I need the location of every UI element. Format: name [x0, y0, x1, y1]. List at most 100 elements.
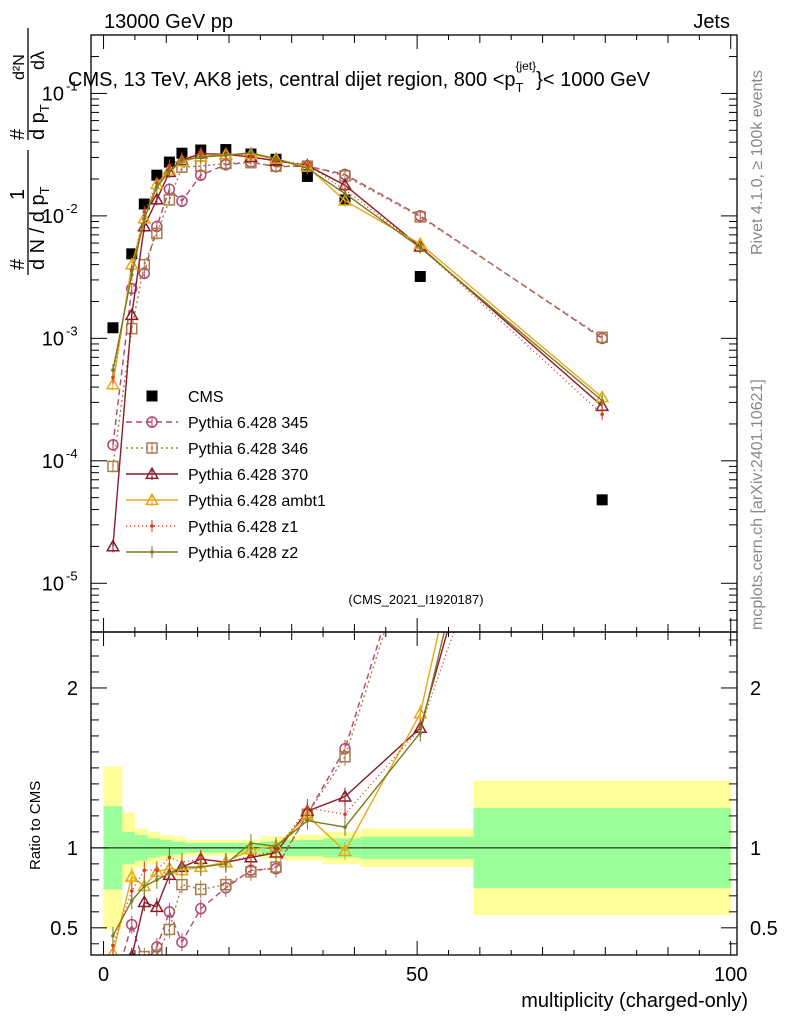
- analysis-tag: (CMS_2021_I1920187): [348, 592, 483, 607]
- ratio-point-pythia-6-428-346-3: [151, 949, 163, 955]
- side-text-mcplots: mcplots.cern.ch [arXiv:2401.10621]: [749, 379, 766, 630]
- ratio-point-pythia-6-428-346-5: [176, 878, 188, 891]
- point-pythia-6-428-345-5: [176, 195, 188, 207]
- y-label-dp: d pT: [27, 104, 52, 140]
- ratio-series-group: [107, 206, 604, 1009]
- ratio-point-pythia-6-428-z2-4: [167, 871, 172, 876]
- point-pythia-6-428-346-12: [414, 211, 427, 223]
- y-tick-label-3: 10: [42, 451, 64, 473]
- ratio-point-pythia-6-428-346-8: [245, 866, 257, 878]
- header-right: Jets: [693, 11, 730, 33]
- ratio-point-pythia-6-428-z2-9: [274, 844, 278, 849]
- legend-marker-pythia-6-428-z1: [150, 524, 154, 528]
- ratio-point-pythia-6-428-z2-1: [129, 898, 134, 903]
- point-pythia-6-428-370-0: [105, 539, 120, 552]
- ratio-point-pythia-6-428-370-11: [337, 789, 353, 802]
- y-tick-label-4: 10: [42, 573, 64, 595]
- ratio-point-pythia-6-428-z1-0: [111, 943, 115, 948]
- chart-title-sup: {jet}: [515, 59, 536, 73]
- y-tick-label-0: 10: [42, 83, 64, 105]
- point-pythia-6-428-ambt1-0: [105, 377, 120, 390]
- header-left: 13000 GeV pp: [104, 11, 233, 33]
- ratio-line-pythia-6-428-345: [122, 632, 383, 955]
- ratio-point-pythia-6-428-z1-4: [167, 855, 172, 860]
- point-pythia-6-428-370-1: [124, 307, 139, 321]
- point-cms-12: [414, 270, 426, 282]
- legend-marker-pythia-6-428-z2: [150, 550, 154, 554]
- ratio-point-pythia-6-428-z2-5: [180, 865, 184, 869]
- point-pythia-6-428-z2-12: [418, 245, 423, 250]
- ratio-point-pythia-6-428-345-12: [415, 504, 425, 514]
- x-tick-label-50: 50: [406, 964, 428, 986]
- ratio-point-pythia-6-428-z1-13: [600, 206, 604, 210]
- ratio-point-pythia-6-428-ambt1-11: [337, 843, 353, 857]
- point-cms-13: [596, 494, 608, 506]
- legend-label-pythia-6-428-z1: Pythia 6.428 z1: [188, 519, 298, 536]
- chart-title-main: CMS, 13 TeV, AK8 jets, central dijet reg…: [68, 69, 516, 91]
- point-pythia-6-428-z2-2: [142, 216, 147, 221]
- ratio-point-pythia-6-428-345-0: [108, 985, 118, 995]
- ratio-point-pythia-6-428-ambt1-1: [124, 869, 139, 882]
- point-cms-3: [151, 169, 163, 181]
- ratio-point-pythia-6-428-346-7: [220, 878, 232, 891]
- y-tick-exp-4: -5: [66, 568, 78, 583]
- y-label-denom: d N / d pT: [27, 186, 52, 270]
- ratio-y-label-right-1: 1: [750, 838, 761, 860]
- y-label-dp-sub: T: [37, 104, 52, 112]
- ratio-point-pythia-6-428-346-6: [195, 883, 207, 896]
- point-pythia-6-428-z2-10: [305, 166, 310, 171]
- ratio-point-pythia-6-428-345-5: [176, 936, 188, 948]
- point-pythia-6-428-z2-13: [600, 398, 604, 403]
- ratio-point-pythia-6-428-346-1: [127, 964, 137, 974]
- point-pythia-6-428-z2-3: [155, 185, 159, 189]
- point-pythia-6-428-346-13: [596, 331, 608, 344]
- ratio-point-pythia-6-428-345-1: [126, 918, 138, 931]
- ratio-point-pythia-6-428-346-4: [163, 923, 176, 936]
- legend-label-pythia-6-428-345: Pythia 6.428 345: [188, 415, 308, 432]
- ratio-point-pythia-6-428-z2-12: [418, 730, 423, 735]
- point-cms-0: [107, 322, 119, 334]
- legend: CMS Pythia 6.428 345 Pythia 6.428 346 Pythi…: [126, 389, 326, 562]
- point-pythia-6-428-z2-4: [167, 169, 172, 173]
- ratio-line-pythia-6-428-370: [131, 632, 448, 955]
- y-label-hash-2: #: [7, 128, 29, 140]
- point-pythia-6-428-370-3: [149, 192, 164, 205]
- ratio-point-pythia-6-428-370-2: [137, 894, 152, 908]
- ratio-point-pythia-6-428-345-6: [195, 902, 207, 915]
- point-pythia-6-428-345-1: [126, 282, 138, 295]
- y-tick-label-2: 10: [42, 328, 64, 350]
- point-pythia-6-428-370-2: [137, 219, 152, 232]
- chart-title-sub: T: [516, 80, 524, 95]
- ratio-point-pythia-6-428-370-0: [107, 999, 119, 1009]
- ratio-y-label-left-2: 2: [67, 678, 78, 700]
- x-tick-label-100: 100: [714, 964, 747, 986]
- series-line-pythia-6-428-ambt1: [112, 153, 603, 398]
- ratio-point-pythia-6-428-346-12: [415, 513, 425, 523]
- y-label-dp-text: d p: [27, 112, 49, 140]
- point-pythia-6-428-z1-0: [111, 375, 115, 380]
- ratio-point-pythia-6-428-z2-10: [305, 818, 310, 823]
- legend-label-pythia-6-428-ambt1: Pythia 6.428 ambt1: [188, 493, 326, 510]
- point-pythia-6-428-z2-9: [274, 157, 278, 161]
- y-label-dlambda: dλ: [28, 51, 48, 70]
- legend-marker-pythia-6-428-370: [144, 466, 160, 480]
- legend-marker-pythia-6-428-346: [146, 442, 158, 454]
- side-text-rivet: Rivet 4.1.0, ≥ 100k events: [749, 70, 766, 255]
- main-y-label: # 1 d N / d pT # d pT d²N dλ: [7, 28, 52, 275]
- legend-label-pythia-6-428-z2: Pythia 6.428 z2: [188, 545, 298, 562]
- y-label-denom-text: d N / d p: [27, 194, 49, 270]
- ratio-y-label-right-0.5: 0.5: [750, 918, 778, 940]
- point-cms-2: [138, 198, 150, 210]
- point-pythia-6-428-z2-0: [111, 368, 115, 372]
- main-series-group: [105, 144, 610, 553]
- legend-label-pythia-6-428-370: Pythia 6.428 370: [188, 467, 308, 484]
- x-tick-label-0: 0: [98, 964, 109, 986]
- ratio-point-pythia-6-428-346-2: [138, 950, 151, 955]
- series-line-pythia-6-428-z2: [112, 152, 603, 402]
- ratio-point-pythia-6-428-370-1: [128, 949, 136, 955]
- legend-marker-pythia-6-428-ambt1: [144, 492, 160, 506]
- ratio-y-label-left-0.5: 0.5: [50, 918, 78, 940]
- y-tick-exp-1: -2: [66, 201, 78, 216]
- ratio-point-pythia-6-428-z1-2: [142, 868, 147, 873]
